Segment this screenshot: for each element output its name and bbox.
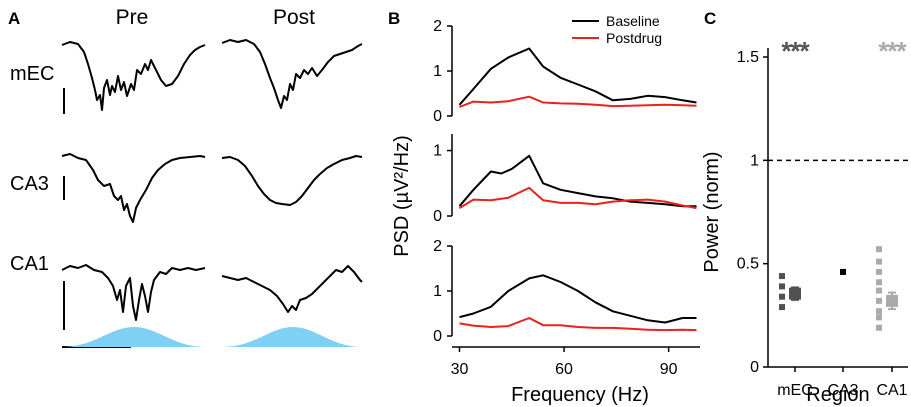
datapoint-mec-1 bbox=[779, 283, 785, 290]
psd-y-tick-label-1-0: 0 bbox=[433, 208, 442, 225]
psd-x-tick-label-1: 60 bbox=[555, 361, 573, 378]
psd-x-tick-label-0: 30 bbox=[451, 361, 469, 378]
psd-series-ca3-postdrug bbox=[458, 186, 697, 210]
psd-x-axis-title: Frequency (Hz) bbox=[511, 384, 649, 406]
power-y-tick-label-2: 1 bbox=[750, 152, 759, 169]
power-x-tick-label-ca1: CA1 bbox=[876, 382, 907, 399]
psd-y-axis-title: PSD (µV²/Hz) bbox=[391, 135, 413, 257]
datapoint-mec-2 bbox=[779, 293, 785, 300]
trace-ca3-pre bbox=[61, 153, 206, 223]
datapoint-ca1-7 bbox=[876, 314, 882, 321]
panel-a-letter: A bbox=[8, 9, 20, 28]
psd-y-tick-label-2-1: 1 bbox=[433, 283, 442, 300]
power-x-tick-label-mec: mEC bbox=[777, 382, 813, 399]
trace-mec-post bbox=[221, 39, 363, 109]
psd-series-mec-baseline bbox=[458, 47, 697, 106]
legend-label-baseline: Baseline bbox=[606, 13, 660, 29]
mean-marker-mec bbox=[789, 287, 801, 300]
trace-ca3-post bbox=[221, 155, 363, 206]
power-y-axis-title: Power (norm) bbox=[701, 151, 723, 272]
psd-y-tick-label-2-0: 0 bbox=[433, 328, 442, 345]
psd-y-tick-label-0-1: 1 bbox=[433, 63, 442, 80]
datapoint-ca1-6 bbox=[876, 308, 882, 315]
power-x-tick-label-ca3: CA3 bbox=[827, 382, 858, 399]
trace-ca1-post bbox=[221, 265, 363, 313]
power-x-axis-title: Region bbox=[806, 384, 869, 406]
psd-series-ca1-postdrug bbox=[459, 317, 697, 332]
psd-series-ca3-baseline bbox=[458, 154, 697, 208]
datapoint-ca1-4 bbox=[876, 287, 882, 294]
datapoint-ca1-2 bbox=[876, 268, 882, 275]
trace-ca1-pre bbox=[61, 264, 206, 321]
panel-a: Pre Post mEC CA3 CA1 bbox=[10, 6, 363, 348]
psd-series-mec-postdrug bbox=[459, 95, 697, 108]
datapoint-mec-0 bbox=[779, 273, 785, 280]
stimulus-post bbox=[222, 327, 362, 347]
datapoint-ca1-0 bbox=[876, 246, 882, 253]
datapoint-ca1-3 bbox=[876, 279, 882, 286]
row-label-ca1: CA1 bbox=[10, 253, 49, 275]
significance-stars-mec: *** bbox=[781, 36, 810, 66]
datapoint-ca1-8 bbox=[876, 324, 882, 331]
mean-marker-ca1 bbox=[886, 294, 898, 307]
psd-y-tick-label-1-1: 1 bbox=[433, 143, 442, 160]
psd-x-tick-label-2: 90 bbox=[660, 361, 678, 378]
power-y-tick-label-1: 0.5 bbox=[737, 256, 759, 273]
col-title-pre: Pre bbox=[116, 6, 149, 29]
significance-stars-ca1: *** bbox=[878, 36, 907, 66]
psd-y-tick-label-0-2: 2 bbox=[433, 18, 442, 35]
datapoint-ca1-5 bbox=[876, 297, 882, 304]
psd-y-tick-label-0-0: 0 bbox=[433, 108, 442, 125]
row-label-mec: mEC bbox=[10, 63, 54, 85]
stimulus-pre bbox=[62, 327, 205, 347]
psd-series-ca1-baseline bbox=[459, 274, 697, 324]
legend-label-postdrug: Postdrug bbox=[606, 30, 662, 46]
datapoint-ca3-0 bbox=[840, 268, 846, 275]
panel-b: 0 1 2 0 1 0 1 2 30 60 90 Frequency (Hz) PSD (µV²/Hz)… bbox=[391, 13, 700, 406]
row-label-ca3: CA3 bbox=[10, 173, 49, 195]
panel-c-letter: C bbox=[704, 9, 716, 28]
datapoint-ca1-1 bbox=[876, 258, 882, 265]
panel-c: 0 0.5 1 1.5 mEC CA3 CA1 Region Power (norm) *** **… bbox=[701, 36, 910, 406]
power-y-tick-label-0: 0 bbox=[750, 359, 759, 376]
panel-b-letter: B bbox=[388, 9, 400, 28]
trace-mec-pre bbox=[61, 41, 206, 111]
psd-y-tick-label-2-2: 2 bbox=[433, 238, 442, 255]
col-title-post: Post bbox=[273, 6, 315, 29]
datapoint-mec-3 bbox=[779, 304, 785, 311]
power-y-tick-label-3: 1.5 bbox=[737, 49, 759, 66]
